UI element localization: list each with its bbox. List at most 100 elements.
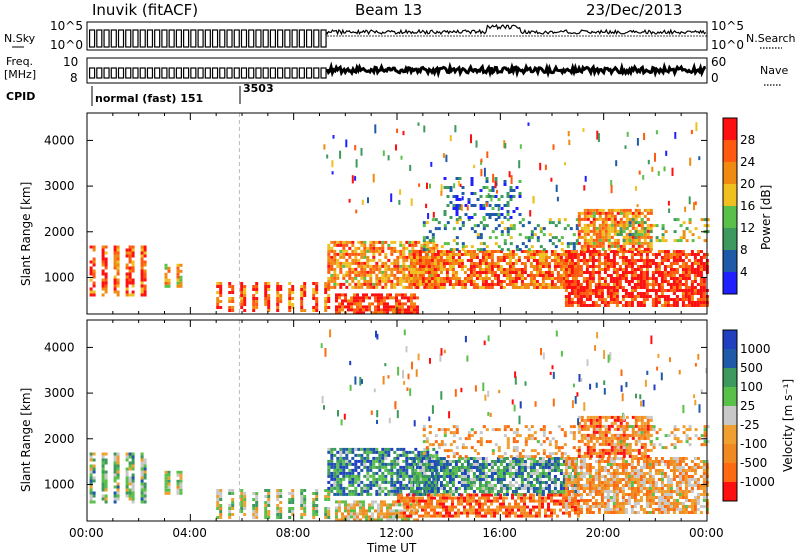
velocity-echo-cell [503, 452, 507, 456]
power-echo-cell [654, 301, 658, 304]
power-echo-cell [356, 296, 359, 300]
velocity-echo-cell [451, 472, 455, 475]
power-echo-cell [606, 274, 610, 277]
velocity-echo-cell [89, 497, 93, 501]
velocity-echo-cell [140, 470, 144, 474]
power-echo-cell [116, 248, 120, 252]
power-echo-cell [576, 283, 580, 286]
power-echo-cell [610, 220, 614, 224]
power-echo-cell [378, 264, 382, 268]
power-echo-cell [550, 274, 554, 277]
power-echo-cell [690, 253, 694, 256]
velocity-echo-cell [389, 518, 392, 522]
velocity-echo-cell [530, 437, 534, 441]
power-echo-cell [637, 244, 641, 248]
velocity-echo-cell [562, 475, 566, 478]
power-echo-cell [378, 276, 382, 280]
velocity-echo-cell [357, 477, 361, 481]
power-echo-cell [363, 252, 367, 256]
power-echo-cell [324, 309, 328, 312]
velocity-echo-cell [493, 472, 497, 475]
power-echo-cell [663, 259, 667, 262]
power-echo-cell [649, 223, 653, 227]
velocity-echo-cell [541, 460, 545, 463]
power-echo-cell [503, 239, 507, 243]
velocity-echo-cell [535, 472, 539, 475]
velocity-echo-cell [427, 499, 430, 503]
velocity-echo-cell [551, 452, 555, 456]
power-echo-cell [583, 208, 587, 212]
velocity-echo-cell [532, 499, 535, 503]
power-echo-cell [421, 271, 425, 274]
power-echo-cell [475, 274, 479, 277]
power-echo-cell [243, 297, 247, 300]
velocity-echo-cell [517, 463, 521, 466]
power-echo-cell [476, 198, 480, 201]
power-echo-cell [113, 284, 117, 288]
velocity-echo-cell [499, 481, 503, 484]
velocity-echo-cell [113, 491, 117, 495]
power-echo-speck [694, 201, 697, 206]
power-echo-cell [541, 253, 545, 256]
power-echo-cell [576, 268, 580, 271]
velocity-echo-cell [252, 507, 256, 510]
velocity-echo-cell [350, 515, 353, 519]
velocity-echo-cell [421, 466, 425, 469]
power-echo-cell [216, 282, 220, 285]
power-echo-cell [327, 246, 331, 250]
velocity-echo-cell [564, 466, 568, 469]
power-echo-cell [479, 233, 483, 237]
velocity-echo-cell [128, 464, 132, 468]
power-echo-cell [657, 262, 661, 265]
velocity-echo-cell [131, 473, 135, 477]
power-echo-cell [693, 274, 697, 277]
power-echo-cell [559, 253, 563, 256]
power-echo-cell [661, 239, 665, 243]
velocity-echo-cell [446, 449, 450, 453]
power-echo-cell [544, 259, 548, 262]
velocity-echo-cell [574, 475, 578, 478]
power-echo-cell [303, 309, 307, 312]
velocity-echo-cell [378, 489, 382, 493]
velocity-echo-cell [466, 496, 469, 500]
velocity-echo-cell [502, 478, 506, 481]
velocity-echo-cell [436, 505, 439, 509]
velocity-echo-cell [411, 468, 415, 472]
velocity-echo-cell [517, 502, 520, 506]
velocity-echo-cell [521, 449, 525, 453]
power-echo-cell [517, 256, 521, 259]
velocity-echo-cell [330, 486, 334, 490]
power-echo-cell [678, 259, 682, 262]
power-echo-cell [279, 285, 283, 288]
power-echo-cell [312, 291, 316, 294]
velocity-echo-cell [533, 449, 537, 453]
velocity-echo-cell [409, 484, 413, 487]
velocity-echo-cell [113, 458, 117, 462]
power-echo-cell [451, 253, 455, 256]
power-echo-cell [526, 256, 530, 259]
velocity-echo-cell [460, 481, 464, 484]
power-echo-cell [408, 240, 412, 244]
velocity-echo-cell [327, 513, 331, 516]
velocity-echo-cell [333, 465, 337, 469]
power-echo-cell [684, 280, 688, 283]
velocity-echo-cell [511, 466, 515, 469]
power-echo-cell [396, 270, 400, 274]
velocity-echo-cell [339, 489, 343, 493]
velocity-echo-cell [219, 498, 223, 501]
velocity-echo-cell [564, 460, 568, 463]
velocity-echo-cell [432, 459, 436, 463]
power-echo-cell [484, 250, 488, 253]
velocity-echo-cell [125, 470, 129, 474]
velocity-echo-cell [92, 479, 96, 483]
velocity-echo-cell [360, 486, 364, 490]
velocity-echo-cell [377, 506, 380, 510]
velocity-echo-cell [538, 460, 542, 463]
power-echo-cell [466, 268, 470, 271]
power-echo-cell [375, 282, 379, 286]
velocity-echo-cell [467, 434, 471, 438]
velocity-echo-cell [339, 483, 343, 487]
velocity-echo-cell [395, 512, 398, 516]
velocity-echo-cell [125, 473, 129, 477]
power-echo-cell [363, 276, 367, 280]
